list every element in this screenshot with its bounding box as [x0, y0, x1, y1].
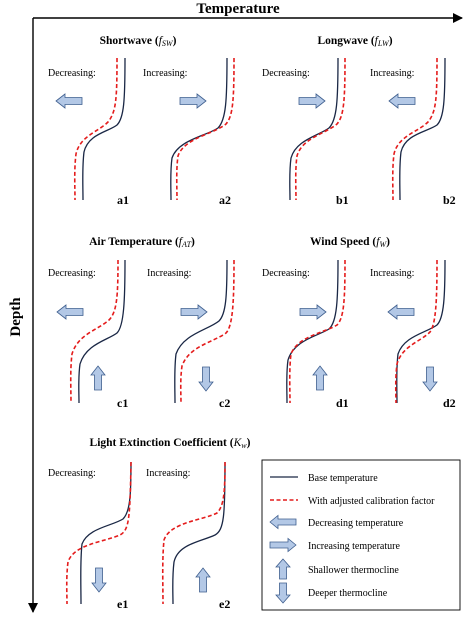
increasing-temperature-arrow	[298, 93, 326, 109]
group-title-wind-speed: Wind Speed (fW)	[310, 236, 390, 249]
legend-decreasing-arrow	[269, 514, 297, 530]
legend-increasing-label: Increasing temperature	[308, 541, 400, 552]
decreasing-temperature-arrow	[387, 304, 415, 320]
panel-d1: Decreasing: d1	[262, 259, 349, 410]
adjusted-temperature-curve	[391, 57, 438, 201]
increasing-temperature-arrow	[179, 93, 207, 109]
increasing-temperature-arrow	[299, 304, 327, 320]
base-temperature-curve	[399, 57, 446, 201]
panel-a1: Decreasing: a1	[48, 57, 129, 207]
legend-adjusted-label: With adjusted calibration factor	[308, 496, 435, 507]
adjusted-temperature-curve	[69, 259, 119, 404]
shallower-thermocline-arrow	[90, 365, 106, 391]
direction-label: Decreasing:	[48, 468, 96, 479]
panel-a2: Increasing: a2	[143, 57, 235, 207]
panel-label: e1	[117, 597, 128, 611]
legend-deeper-label: Deeper thermocline	[308, 588, 388, 599]
legend-box	[261, 459, 461, 611]
increasing-temperature-arrow	[180, 304, 208, 320]
direction-label: Increasing:	[370, 68, 414, 79]
panel-label: a1	[117, 193, 129, 207]
legend-deeper-arrow	[275, 582, 291, 604]
panel-c1: Decreasing: c1	[48, 259, 128, 410]
group-title-light-extinction: Light Extinction Coefficient (Kw)	[90, 437, 251, 450]
legend: Base temperature With adjusted calibrati…	[261, 459, 461, 611]
adjusted-temperature-curve	[394, 259, 438, 404]
panel-label: d2	[443, 396, 456, 410]
panel-label: c2	[219, 396, 230, 410]
decreasing-temperature-arrow	[56, 304, 84, 320]
decreasing-temperature-arrow	[55, 93, 83, 109]
adjusted-temperature-curve	[288, 259, 346, 404]
direction-label: Decreasing:	[262, 268, 310, 279]
panel-label: b1	[336, 193, 349, 207]
base-temperature-curve	[170, 57, 228, 201]
base-temperature-curve	[78, 259, 126, 404]
shallower-thermocline-arrow	[312, 365, 328, 391]
direction-label: Increasing:	[370, 268, 414, 279]
group-title-longwave: Longwave (fLW)	[317, 35, 392, 48]
base-temperature-curve	[289, 57, 339, 201]
adjusted-temperature-curve	[73, 57, 118, 201]
panel-label: b2	[443, 193, 456, 207]
base-temperature-curve	[172, 461, 226, 605]
deeper-thermocline-arrow	[91, 567, 107, 593]
panel-b2: Increasing: b2	[370, 57, 456, 207]
temperature-axis-label: Temperature	[196, 1, 280, 17]
panel-label: d1	[336, 396, 349, 410]
panel-label: e2	[219, 597, 230, 611]
deeper-thermocline-arrow	[422, 366, 438, 392]
group-title-shortwave: Shortwave (fSW)	[100, 35, 177, 48]
base-temperature-curve	[286, 259, 339, 404]
base-temperature-curve	[82, 57, 126, 201]
direction-label: Increasing:	[143, 68, 187, 79]
direction-label: Decreasing:	[262, 68, 310, 79]
deeper-thermocline-arrow	[198, 366, 214, 392]
direction-label: Decreasing:	[48, 68, 96, 79]
adjusted-temperature-curve	[65, 461, 132, 605]
direction-label: Increasing:	[146, 468, 190, 479]
base-temperature-curve	[80, 461, 132, 605]
adjusted-temperature-curve	[179, 259, 235, 404]
panel-label: a2	[219, 193, 231, 207]
decreasing-temperature-arrow	[388, 93, 416, 109]
direction-label: Increasing:	[147, 268, 191, 279]
adjusted-temperature-curve	[161, 461, 226, 605]
base-temperature-curve	[396, 259, 446, 404]
panel-b1: Decreasing: b1	[262, 57, 349, 207]
direction-label: Decreasing:	[48, 268, 96, 279]
adjusted-temperature-curve	[175, 57, 235, 201]
panel-e2: Increasing: e2	[146, 461, 230, 611]
panel-label: c1	[117, 396, 128, 410]
depth-axis-label: Depth	[8, 297, 24, 337]
legend-shallower-label: Shallower thermocline	[308, 565, 399, 576]
panel-e1: Decreasing: e1	[48, 461, 132, 611]
legend-increasing-arrow	[269, 537, 297, 553]
shallower-thermocline-arrow	[195, 567, 211, 593]
group-title-air-temperature: Air Temperature (fAT)	[89, 236, 195, 249]
base-temperature-curve	[174, 259, 228, 404]
legend-shallower-arrow	[275, 558, 291, 580]
legend-base-label: Base temperature	[308, 473, 378, 484]
panel-c2: Increasing: c2	[147, 259, 235, 410]
panel-d2: Increasing: d2	[370, 259, 456, 410]
legend-decreasing-label: Decreasing temperature	[308, 518, 404, 529]
